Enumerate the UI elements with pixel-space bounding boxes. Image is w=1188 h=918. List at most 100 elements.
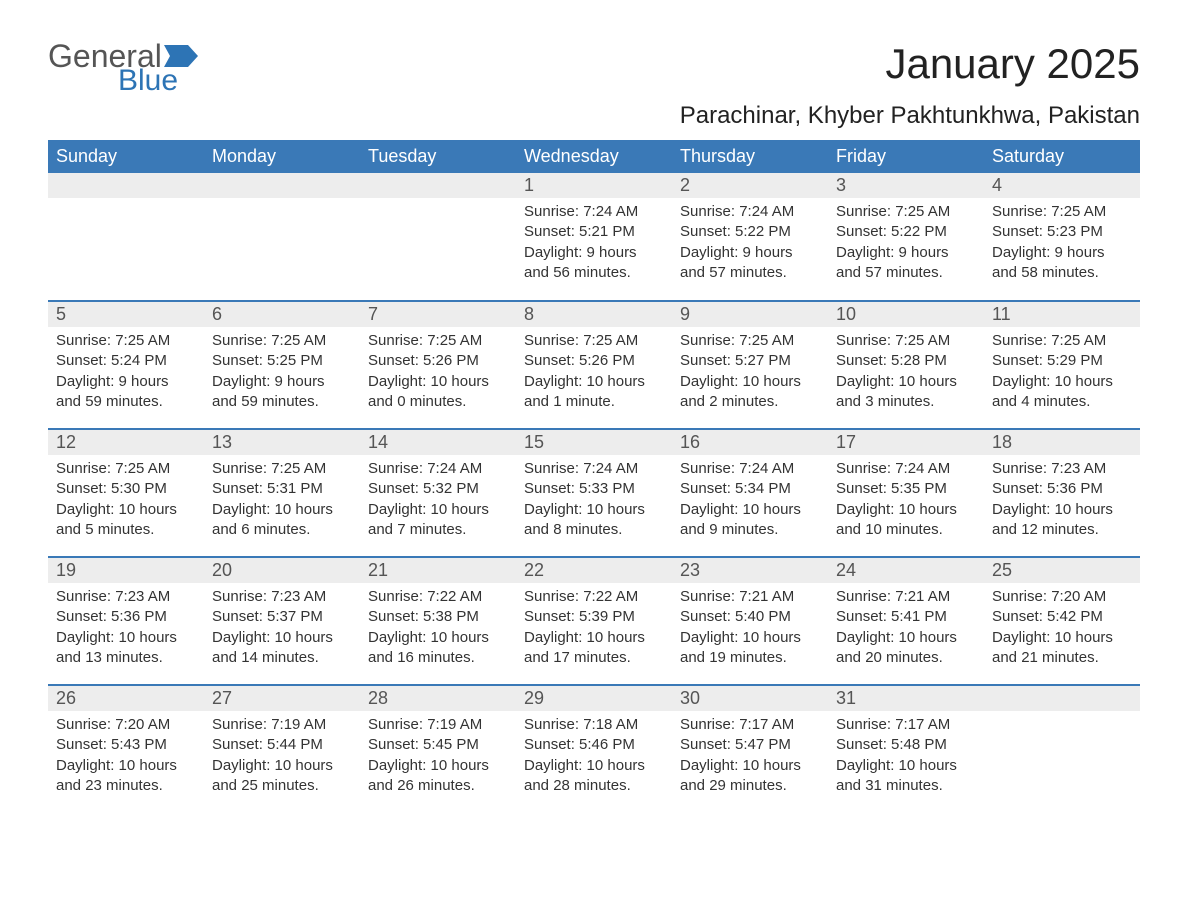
brand-logo: General Blue <box>48 40 198 96</box>
sunrise-text: Sunrise: 7:18 AM <box>524 715 664 735</box>
daylight-text: Daylight: 10 hours and 29 minutes. <box>680 756 820 797</box>
calendar-cell: 13Sunrise: 7:25 AMSunset: 5:31 PMDayligh… <box>204 429 360 557</box>
sunrise-text: Sunrise: 7:24 AM <box>524 459 664 479</box>
daylight-text: Daylight: 10 hours and 17 minutes. <box>524 628 664 669</box>
day-header: Tuesday <box>360 140 516 173</box>
sunset-text: Sunset: 5:26 PM <box>524 351 664 371</box>
sunrise-text: Sunrise: 7:19 AM <box>368 715 508 735</box>
daylight-text: Daylight: 9 hours and 57 minutes. <box>680 243 820 284</box>
day-header-row: SundayMondayTuesdayWednesdayThursdayFrid… <box>48 140 1140 173</box>
day-data: Sunrise: 7:25 AMSunset: 5:27 PMDaylight:… <box>672 327 828 420</box>
day-data: Sunrise: 7:25 AMSunset: 5:25 PMDaylight:… <box>204 327 360 420</box>
day-number: 7 <box>360 302 516 327</box>
day-number: 10 <box>828 302 984 327</box>
sunrise-text: Sunrise: 7:20 AM <box>56 715 196 735</box>
daylight-text: Daylight: 10 hours and 21 minutes. <box>992 628 1132 669</box>
day-data: Sunrise: 7:25 AMSunset: 5:22 PMDaylight:… <box>828 198 984 291</box>
calendar-cell: 3Sunrise: 7:25 AMSunset: 5:22 PMDaylight… <box>828 173 984 301</box>
sunset-text: Sunset: 5:21 PM <box>524 222 664 242</box>
sunrise-text: Sunrise: 7:25 AM <box>680 331 820 351</box>
day-data: Sunrise: 7:25 AMSunset: 5:31 PMDaylight:… <box>204 455 360 548</box>
sunset-text: Sunset: 5:42 PM <box>992 607 1132 627</box>
calendar-cell: 11Sunrise: 7:25 AMSunset: 5:29 PMDayligh… <box>984 301 1140 429</box>
day-data: Sunrise: 7:21 AMSunset: 5:40 PMDaylight:… <box>672 583 828 676</box>
day-number: 12 <box>48 430 204 455</box>
day-number: 26 <box>48 686 204 711</box>
day-data: Sunrise: 7:19 AMSunset: 5:44 PMDaylight:… <box>204 711 360 804</box>
day-data: Sunrise: 7:24 AMSunset: 5:33 PMDaylight:… <box>516 455 672 548</box>
day-number: 21 <box>360 558 516 583</box>
day-data: Sunrise: 7:24 AMSunset: 5:35 PMDaylight:… <box>828 455 984 548</box>
calendar-cell <box>360 173 516 301</box>
calendar-cell: 23Sunrise: 7:21 AMSunset: 5:40 PMDayligh… <box>672 557 828 685</box>
day-data: Sunrise: 7:24 AMSunset: 5:22 PMDaylight:… <box>672 198 828 291</box>
day-data: Sunrise: 7:20 AMSunset: 5:43 PMDaylight:… <box>48 711 204 804</box>
day-data: Sunrise: 7:25 AMSunset: 5:26 PMDaylight:… <box>360 327 516 420</box>
day-data: Sunrise: 7:25 AMSunset: 5:29 PMDaylight:… <box>984 327 1140 420</box>
day-header: Friday <box>828 140 984 173</box>
calendar-cell: 9Sunrise: 7:25 AMSunset: 5:27 PMDaylight… <box>672 301 828 429</box>
daylight-text: Daylight: 10 hours and 23 minutes. <box>56 756 196 797</box>
calendar-cell: 12Sunrise: 7:25 AMSunset: 5:30 PMDayligh… <box>48 429 204 557</box>
day-number: 9 <box>672 302 828 327</box>
day-data: Sunrise: 7:19 AMSunset: 5:45 PMDaylight:… <box>360 711 516 804</box>
sunrise-text: Sunrise: 7:25 AM <box>836 202 976 222</box>
sunset-text: Sunset: 5:22 PM <box>836 222 976 242</box>
day-number: 14 <box>360 430 516 455</box>
daylight-text: Daylight: 10 hours and 31 minutes. <box>836 756 976 797</box>
day-number: 15 <box>516 430 672 455</box>
calendar-cell: 6Sunrise: 7:25 AMSunset: 5:25 PMDaylight… <box>204 301 360 429</box>
sunrise-text: Sunrise: 7:25 AM <box>56 331 196 351</box>
calendar-table: SundayMondayTuesdayWednesdayThursdayFrid… <box>48 140 1140 813</box>
sunrise-text: Sunrise: 7:21 AM <box>836 587 976 607</box>
sunrise-text: Sunrise: 7:22 AM <box>524 587 664 607</box>
day-data: Sunrise: 7:17 AMSunset: 5:48 PMDaylight:… <box>828 711 984 804</box>
daylight-text: Daylight: 9 hours and 59 minutes. <box>56 372 196 413</box>
day-header: Wednesday <box>516 140 672 173</box>
sunset-text: Sunset: 5:35 PM <box>836 479 976 499</box>
daylight-text: Daylight: 10 hours and 2 minutes. <box>680 372 820 413</box>
day-number: 5 <box>48 302 204 327</box>
sunrise-text: Sunrise: 7:23 AM <box>992 459 1132 479</box>
sunset-text: Sunset: 5:46 PM <box>524 735 664 755</box>
daylight-text: Daylight: 10 hours and 1 minute. <box>524 372 664 413</box>
calendar-cell: 2Sunrise: 7:24 AMSunset: 5:22 PMDaylight… <box>672 173 828 301</box>
daylight-text: Daylight: 10 hours and 10 minutes. <box>836 500 976 541</box>
day-number: 24 <box>828 558 984 583</box>
sunset-text: Sunset: 5:41 PM <box>836 607 976 627</box>
calendar-cell: 28Sunrise: 7:19 AMSunset: 5:45 PMDayligh… <box>360 685 516 813</box>
day-number: 25 <box>984 558 1140 583</box>
daylight-text: Daylight: 10 hours and 20 minutes. <box>836 628 976 669</box>
calendar-cell: 15Sunrise: 7:24 AMSunset: 5:33 PMDayligh… <box>516 429 672 557</box>
sunrise-text: Sunrise: 7:21 AM <box>680 587 820 607</box>
day-data: Sunrise: 7:17 AMSunset: 5:47 PMDaylight:… <box>672 711 828 804</box>
day-number: 29 <box>516 686 672 711</box>
day-data: Sunrise: 7:21 AMSunset: 5:41 PMDaylight:… <box>828 583 984 676</box>
sunset-text: Sunset: 5:29 PM <box>992 351 1132 371</box>
sunset-text: Sunset: 5:27 PM <box>680 351 820 371</box>
calendar-cell: 16Sunrise: 7:24 AMSunset: 5:34 PMDayligh… <box>672 429 828 557</box>
sunset-text: Sunset: 5:28 PM <box>836 351 976 371</box>
day-number: 16 <box>672 430 828 455</box>
day-number: 2 <box>672 173 828 198</box>
sunset-text: Sunset: 5:40 PM <box>680 607 820 627</box>
daylight-text: Daylight: 10 hours and 8 minutes. <box>524 500 664 541</box>
day-number: 28 <box>360 686 516 711</box>
page-title: January 2025 <box>885 40 1140 88</box>
daylight-text: Daylight: 10 hours and 3 minutes. <box>836 372 976 413</box>
daylight-text: Daylight: 10 hours and 9 minutes. <box>680 500 820 541</box>
sunrise-text: Sunrise: 7:25 AM <box>212 459 352 479</box>
sunset-text: Sunset: 5:39 PM <box>524 607 664 627</box>
sunset-text: Sunset: 5:47 PM <box>680 735 820 755</box>
day-data: Sunrise: 7:23 AMSunset: 5:36 PMDaylight:… <box>984 455 1140 548</box>
sunset-text: Sunset: 5:30 PM <box>56 479 196 499</box>
day-header: Sunday <box>48 140 204 173</box>
calendar-cell: 18Sunrise: 7:23 AMSunset: 5:36 PMDayligh… <box>984 429 1140 557</box>
sunrise-text: Sunrise: 7:24 AM <box>836 459 976 479</box>
sunset-text: Sunset: 5:36 PM <box>992 479 1132 499</box>
sunrise-text: Sunrise: 7:24 AM <box>680 459 820 479</box>
sunrise-text: Sunrise: 7:25 AM <box>212 331 352 351</box>
sunrise-text: Sunrise: 7:20 AM <box>992 587 1132 607</box>
day-data: Sunrise: 7:25 AMSunset: 5:30 PMDaylight:… <box>48 455 204 548</box>
daylight-text: Daylight: 10 hours and 5 minutes. <box>56 500 196 541</box>
